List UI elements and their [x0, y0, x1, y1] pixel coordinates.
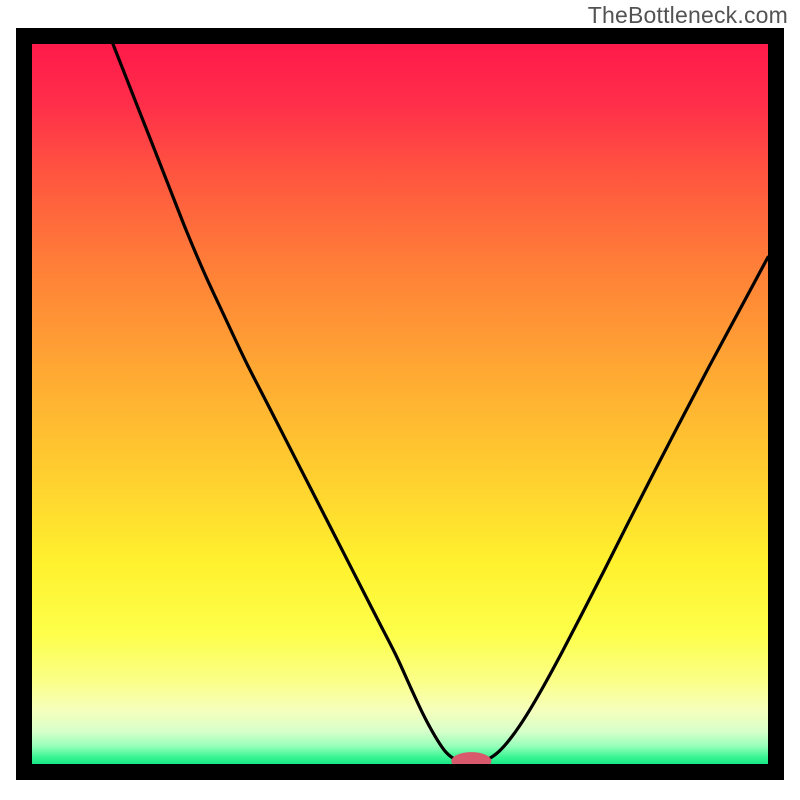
gradient-background: [32, 44, 768, 764]
watermark-text: TheBottleneck.com: [588, 2, 788, 29]
plot-area: [16, 28, 784, 780]
plot-svg: [16, 28, 784, 780]
chart-container: TheBottleneck.com: [0, 0, 800, 800]
